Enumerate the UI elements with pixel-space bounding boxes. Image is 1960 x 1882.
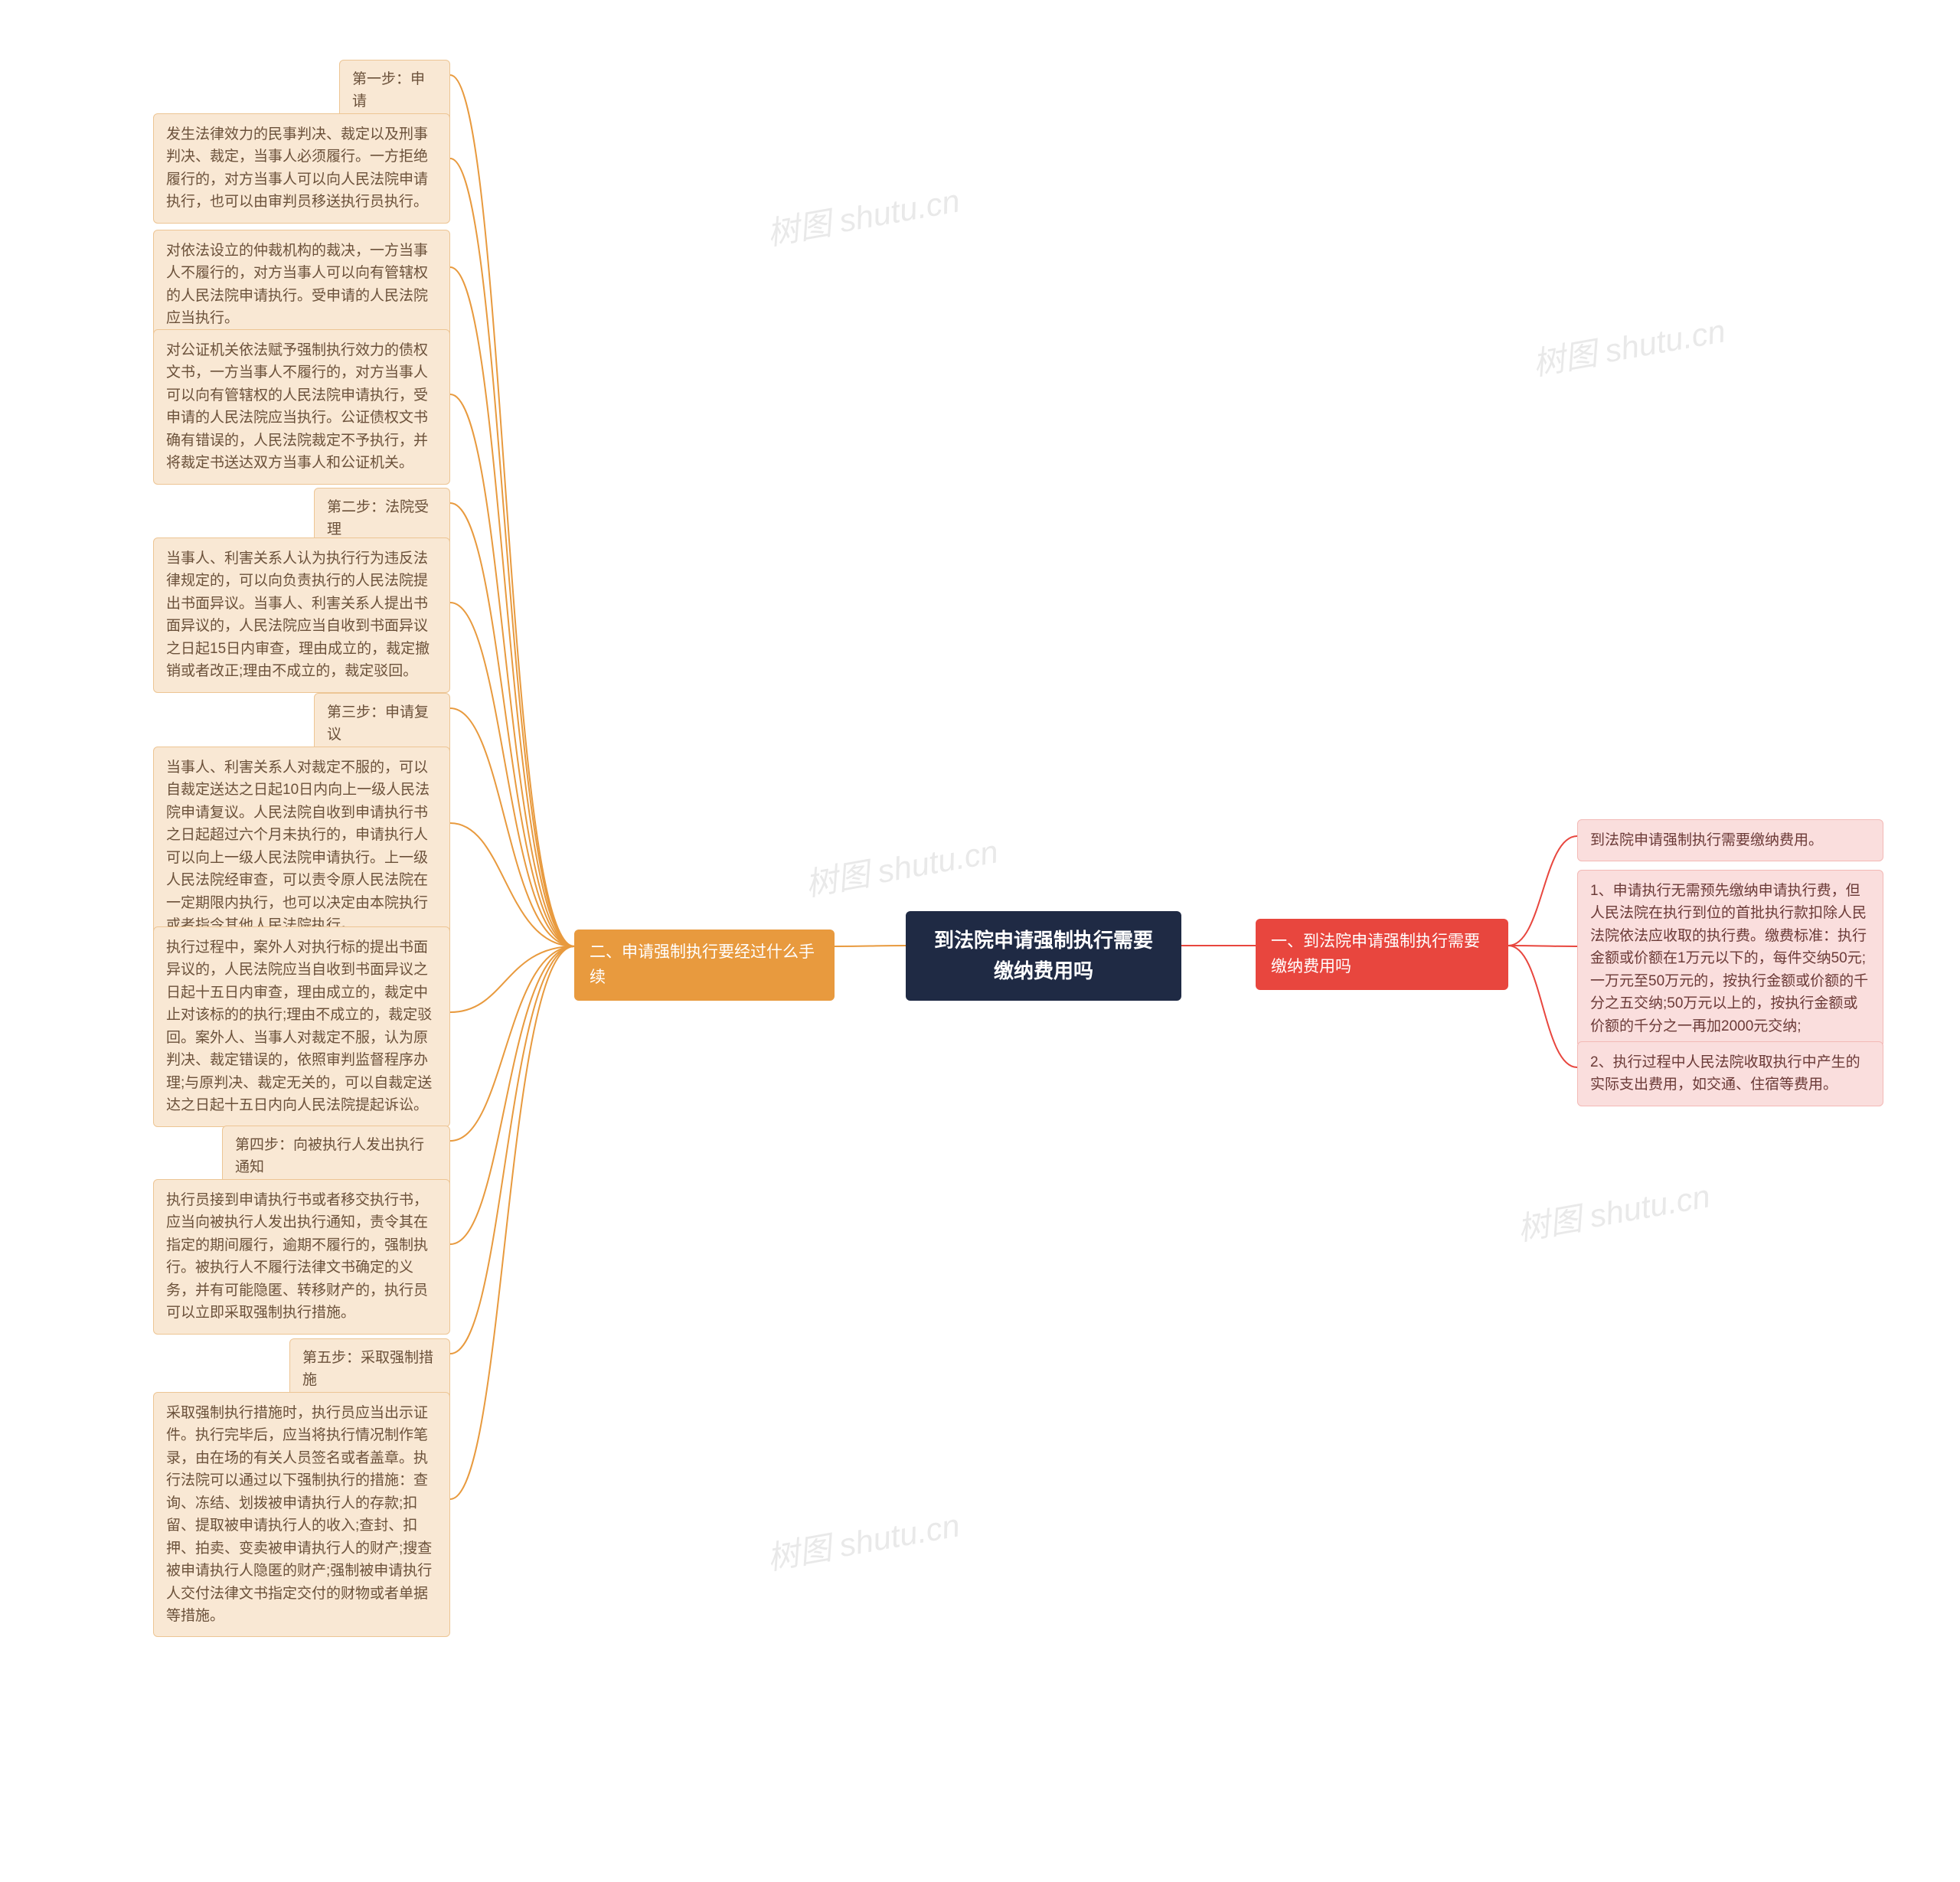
right-leaf-1[interactable]: 到法院申请强制执行需要缴纳费用。 <box>1577 819 1883 861</box>
left-leaf-1c[interactable]: 对公证机关依法赋予强制执行效力的债权文书，一方当事人不履行的，对方当事人可以向有… <box>153 329 450 485</box>
branch-right[interactable]: 一、到法院申请强制执行需要缴纳费用吗 <box>1256 919 1508 990</box>
left-step-3[interactable]: 第三步：申请复议 <box>314 693 450 755</box>
left-leaf-1a[interactable]: 发生法律效力的民事判决、裁定以及刑事判决、裁定，当事人必须履行。一方拒绝履行的，… <box>153 113 450 224</box>
left-leaf-4a[interactable]: 执行员接到申请执行书或者移交执行书，应当向被执行人发出执行通知，责令其在指定的期… <box>153 1179 450 1335</box>
left-leaf-3a[interactable]: 当事人、利害关系人对裁定不服的，可以自裁定送达之日起10日内向上一级人民法院申请… <box>153 747 450 947</box>
left-leaf-3b[interactable]: 执行过程中，案外人对执行标的提出书面异议的，人民法院应当自收到书面异议之日起十五… <box>153 926 450 1127</box>
left-step-1[interactable]: 第一步：申请 <box>339 60 450 122</box>
root-node[interactable]: 到法院申请强制执行需要缴纳费用吗 <box>906 911 1181 1001</box>
right-leaf-2[interactable]: 1、申请执行无需预先缴纳申请执行费，但人民法院在执行到位的首批执行款扣除人民法院… <box>1577 870 1883 1047</box>
mindmap-canvas: 树图 shutu.cn 树图 shutu.cn 树图 shutu.cn 树图 s… <box>0 0 1960 1882</box>
left-leaf-2a[interactable]: 当事人、利害关系人认为执行行为违反法律规定的，可以向负责执行的人民法院提出书面异… <box>153 537 450 693</box>
left-step-4[interactable]: 第四步：向被执行人发出执行通知 <box>222 1126 450 1188</box>
left-leaf-5a[interactable]: 采取强制执行措施时，执行员应当出示证件。执行完毕后，应当将执行情况制作笔录，由在… <box>153 1392 450 1637</box>
branch-left[interactable]: 二、申请强制执行要经过什么手续 <box>574 930 835 1001</box>
right-leaf-3[interactable]: 2、执行过程中人民法院收取执行中产生的实际支出费用，如交通、住宿等费用。 <box>1577 1041 1883 1106</box>
left-step-5[interactable]: 第五步：采取强制措施 <box>289 1338 450 1400</box>
left-leaf-1b[interactable]: 对依法设立的仲裁机构的裁决，一方当事人不履行的，对方当事人可以向有管辖权的人民法… <box>153 230 450 340</box>
